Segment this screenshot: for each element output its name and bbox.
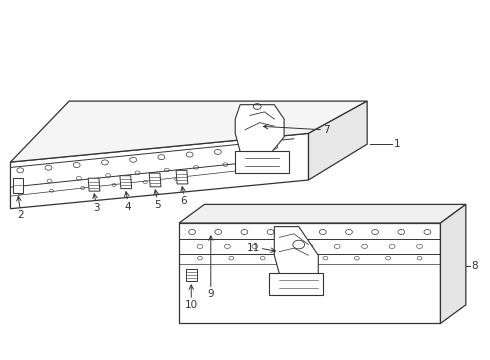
Polygon shape — [309, 101, 367, 180]
Polygon shape — [270, 273, 323, 295]
Text: 7: 7 — [323, 125, 330, 135]
Polygon shape — [176, 170, 188, 184]
Text: 8: 8 — [471, 261, 478, 271]
Text: 3: 3 — [93, 203, 99, 213]
Polygon shape — [120, 176, 132, 189]
Text: 5: 5 — [154, 200, 160, 210]
Text: 6: 6 — [181, 196, 187, 206]
Polygon shape — [179, 204, 466, 223]
Polygon shape — [149, 173, 161, 187]
Text: 2: 2 — [17, 211, 24, 220]
Polygon shape — [10, 134, 309, 209]
Polygon shape — [274, 226, 318, 280]
Text: 10: 10 — [185, 300, 198, 310]
Text: 1: 1 — [394, 139, 401, 149]
Polygon shape — [13, 178, 23, 193]
Polygon shape — [235, 105, 284, 162]
Polygon shape — [179, 223, 441, 323]
Polygon shape — [235, 151, 289, 173]
Text: 11: 11 — [246, 243, 260, 253]
Polygon shape — [10, 101, 367, 162]
Text: 9: 9 — [207, 289, 214, 300]
Polygon shape — [88, 178, 100, 191]
Polygon shape — [186, 269, 196, 281]
Text: 4: 4 — [124, 202, 131, 212]
Polygon shape — [441, 204, 466, 323]
